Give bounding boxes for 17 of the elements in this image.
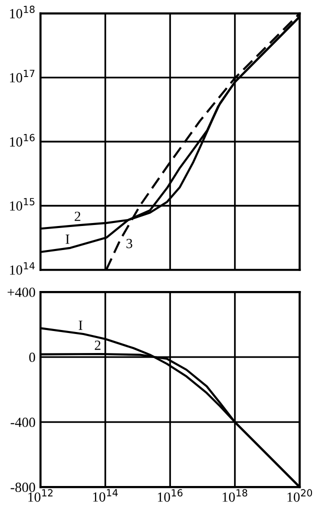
y-tick-label: 0	[29, 352, 36, 362]
x-tick-label: 10$^{16}$	[158, 489, 182, 502]
y-tick-label: 10$^{15}$	[10, 198, 34, 211]
series-label: I	[66, 234, 70, 244]
y-tick-label: 10$^{18}$	[10, 6, 35, 18]
series-label: 2	[94, 340, 100, 350]
x-tick-label: 10$^{14}$	[93, 489, 118, 502]
series-label: 2	[74, 212, 80, 221]
x-tick-label: 10$^{18}$	[222, 489, 248, 502]
series-label: I	[78, 320, 82, 330]
series-label: 3	[126, 238, 132, 248]
y-tick-label: 10$^{16}$	[10, 134, 35, 147]
x-tick-label: 10$^{20}$	[288, 489, 312, 502]
y-tick-label: 10$^{14}$	[10, 262, 35, 275]
y-tick-label: +400	[8, 288, 36, 298]
y-tick-label: 10$^{17}$	[10, 70, 34, 82]
y-tick-label: -400	[10, 418, 36, 428]
